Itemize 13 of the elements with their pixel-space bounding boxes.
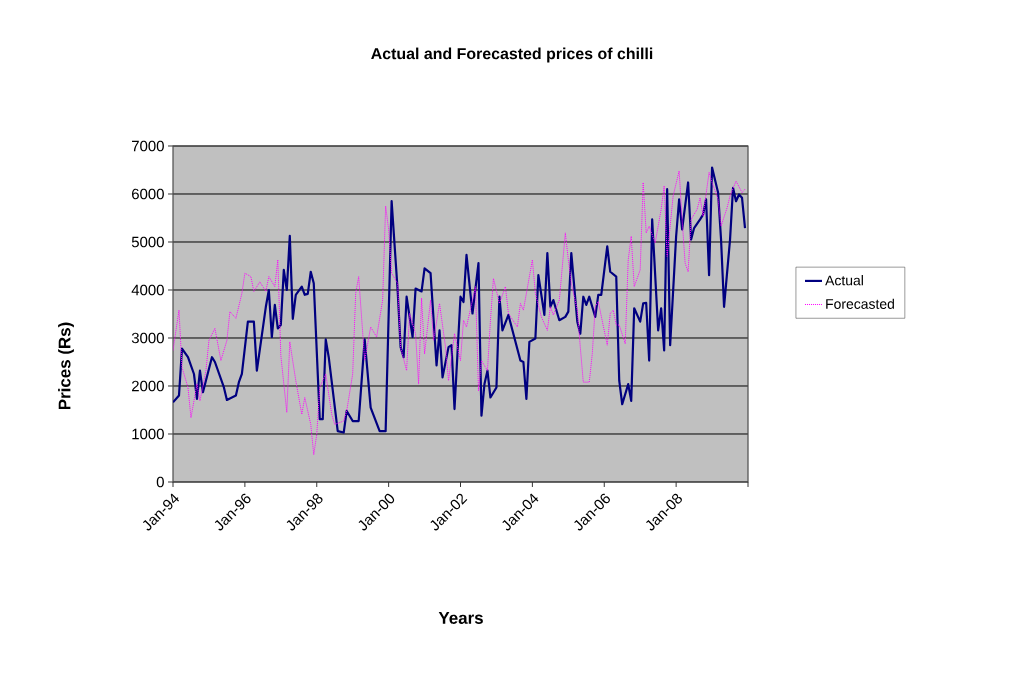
y-tick-label: 1000 xyxy=(132,428,164,440)
x-axis-title: Years xyxy=(438,612,483,624)
y-tick-label: 3000 xyxy=(131,332,164,344)
chart-title: Actual and Forecasted prices of chilli xyxy=(371,47,653,63)
y-tick-label: 4000 xyxy=(131,284,164,296)
legend-label: Actual xyxy=(825,275,863,286)
y-tick-label: 5000 xyxy=(131,236,164,248)
y-axis-title: Prices (Rs) xyxy=(58,322,74,410)
y-tick-label: 7000 xyxy=(132,140,164,152)
y-tick-label: 0 xyxy=(156,476,164,488)
y-tick-label: 2000 xyxy=(132,380,164,392)
y-tick-label: 6000 xyxy=(132,188,164,200)
legend-label: Forecasted xyxy=(826,298,894,309)
